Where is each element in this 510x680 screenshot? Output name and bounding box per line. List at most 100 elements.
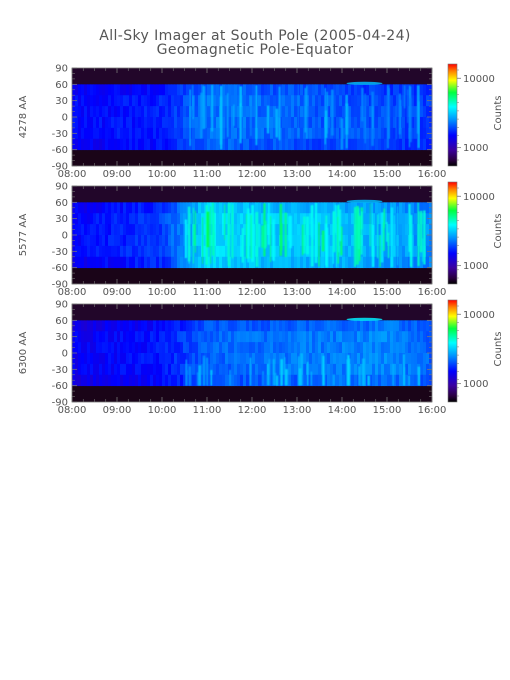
heatmap-cell xyxy=(318,213,322,225)
heatmap-cell xyxy=(90,95,94,107)
heatmap-cell xyxy=(174,127,178,140)
heatmap-cell xyxy=(393,256,397,269)
heatmap-cell xyxy=(282,224,286,236)
heatmap-cell xyxy=(348,342,352,354)
heatmap-cell xyxy=(189,256,193,269)
heatmap-cell xyxy=(150,331,154,343)
heatmap-cell xyxy=(348,224,352,236)
heatmap-cell xyxy=(276,224,280,236)
heatmap-cell xyxy=(165,353,169,365)
heatmap-cell xyxy=(414,245,418,258)
heatmap-cell xyxy=(300,84,304,96)
heatmap-cell xyxy=(204,353,208,365)
heatmap-cell xyxy=(402,256,406,269)
heatmap-cell xyxy=(150,256,154,269)
heatmap-cell xyxy=(102,106,106,118)
heatmap-cell xyxy=(255,320,259,332)
heatmap-cell xyxy=(210,342,214,354)
heatmap-cell xyxy=(264,84,268,96)
heatmap-cell xyxy=(264,374,268,387)
heatmap-cell xyxy=(315,117,319,129)
heatmap-cell xyxy=(315,320,319,332)
heatmap-cell xyxy=(126,353,130,365)
heatmap-cell xyxy=(234,138,238,151)
heatmap-cell xyxy=(147,138,151,151)
heatmap-cell xyxy=(369,256,373,269)
heatmap-cell xyxy=(303,127,307,140)
heatmap-cell xyxy=(339,331,343,343)
heatmap-cell xyxy=(390,353,394,365)
heatmap-cell xyxy=(378,117,382,129)
heatmap-cell xyxy=(396,84,400,96)
heatmap-cell xyxy=(369,235,373,247)
heatmap-cell xyxy=(273,331,277,343)
heatmap-cell xyxy=(99,342,103,354)
heatmap-cell xyxy=(258,117,262,129)
aurora-streak xyxy=(304,87,306,133)
heatmap-cell xyxy=(270,256,274,269)
heatmap-cell xyxy=(138,202,142,214)
heatmap-cell xyxy=(258,84,262,96)
heatmap-cell xyxy=(306,84,310,96)
heatmap-cell xyxy=(105,117,109,129)
colorbar-tick-label: 1000 xyxy=(463,261,488,272)
heatmap-cell xyxy=(108,353,112,365)
heatmap-cell xyxy=(264,342,268,354)
heatmap-cell xyxy=(168,127,172,140)
heatmap-cell xyxy=(384,331,388,343)
heatmap-cells xyxy=(72,320,433,387)
heatmap-cell xyxy=(276,138,280,151)
heatmap-cell xyxy=(162,245,166,258)
heatmap-cell xyxy=(153,127,157,140)
aurora-streak xyxy=(274,372,277,386)
heatmap-cell xyxy=(306,106,310,118)
heatmap-cell xyxy=(369,374,373,387)
heatmap-cell xyxy=(168,213,172,225)
heatmap-cell xyxy=(369,95,373,107)
heatmap-cell xyxy=(243,213,247,225)
heatmap-cell xyxy=(84,127,88,140)
heatmap-cell xyxy=(420,374,424,387)
heatmap-cell xyxy=(282,374,286,387)
heatmap-cell xyxy=(426,224,430,236)
heatmap-cell xyxy=(402,224,406,236)
heatmap-cell xyxy=(294,374,298,387)
heatmap-cell xyxy=(135,95,139,107)
heatmap-cell xyxy=(330,342,334,354)
heatmap-cell xyxy=(303,374,307,387)
heatmap-cell xyxy=(300,106,304,118)
heatmap-cell xyxy=(375,213,379,225)
heatmap-cell xyxy=(216,213,220,225)
heatmap-cell xyxy=(207,363,211,376)
heatmap-cell xyxy=(117,353,121,365)
heatmap-cell xyxy=(81,95,85,107)
heatmap-cell xyxy=(231,106,235,118)
heatmap-cell xyxy=(204,106,208,118)
heatmap-cell xyxy=(282,95,286,107)
heatmap-cell xyxy=(246,202,250,214)
heatmap-cell xyxy=(108,202,112,214)
heatmap-cell xyxy=(150,138,154,151)
heatmap-cell xyxy=(420,117,424,129)
heatmap-cell xyxy=(369,320,373,332)
heatmap-cell xyxy=(336,106,340,118)
heatmap-cell xyxy=(336,117,340,129)
heatmap-cell xyxy=(135,106,139,118)
heatmap-cell xyxy=(285,84,289,96)
heatmap-cell xyxy=(213,127,217,140)
heatmap-cell xyxy=(366,224,370,236)
heatmap-cell xyxy=(282,213,286,225)
heatmap-cell xyxy=(267,138,271,151)
heatmap-cell xyxy=(141,342,145,354)
heatmap-cell xyxy=(264,256,268,269)
heatmap-cell xyxy=(399,235,403,247)
heatmap-cell xyxy=(309,127,313,140)
heatmap-cell xyxy=(132,95,136,107)
heatmap-cell xyxy=(81,374,85,387)
heatmap-cell xyxy=(144,353,148,365)
heatmap-cell xyxy=(423,127,427,140)
heatmap-cell xyxy=(135,235,139,247)
heatmap-cell xyxy=(78,117,82,129)
